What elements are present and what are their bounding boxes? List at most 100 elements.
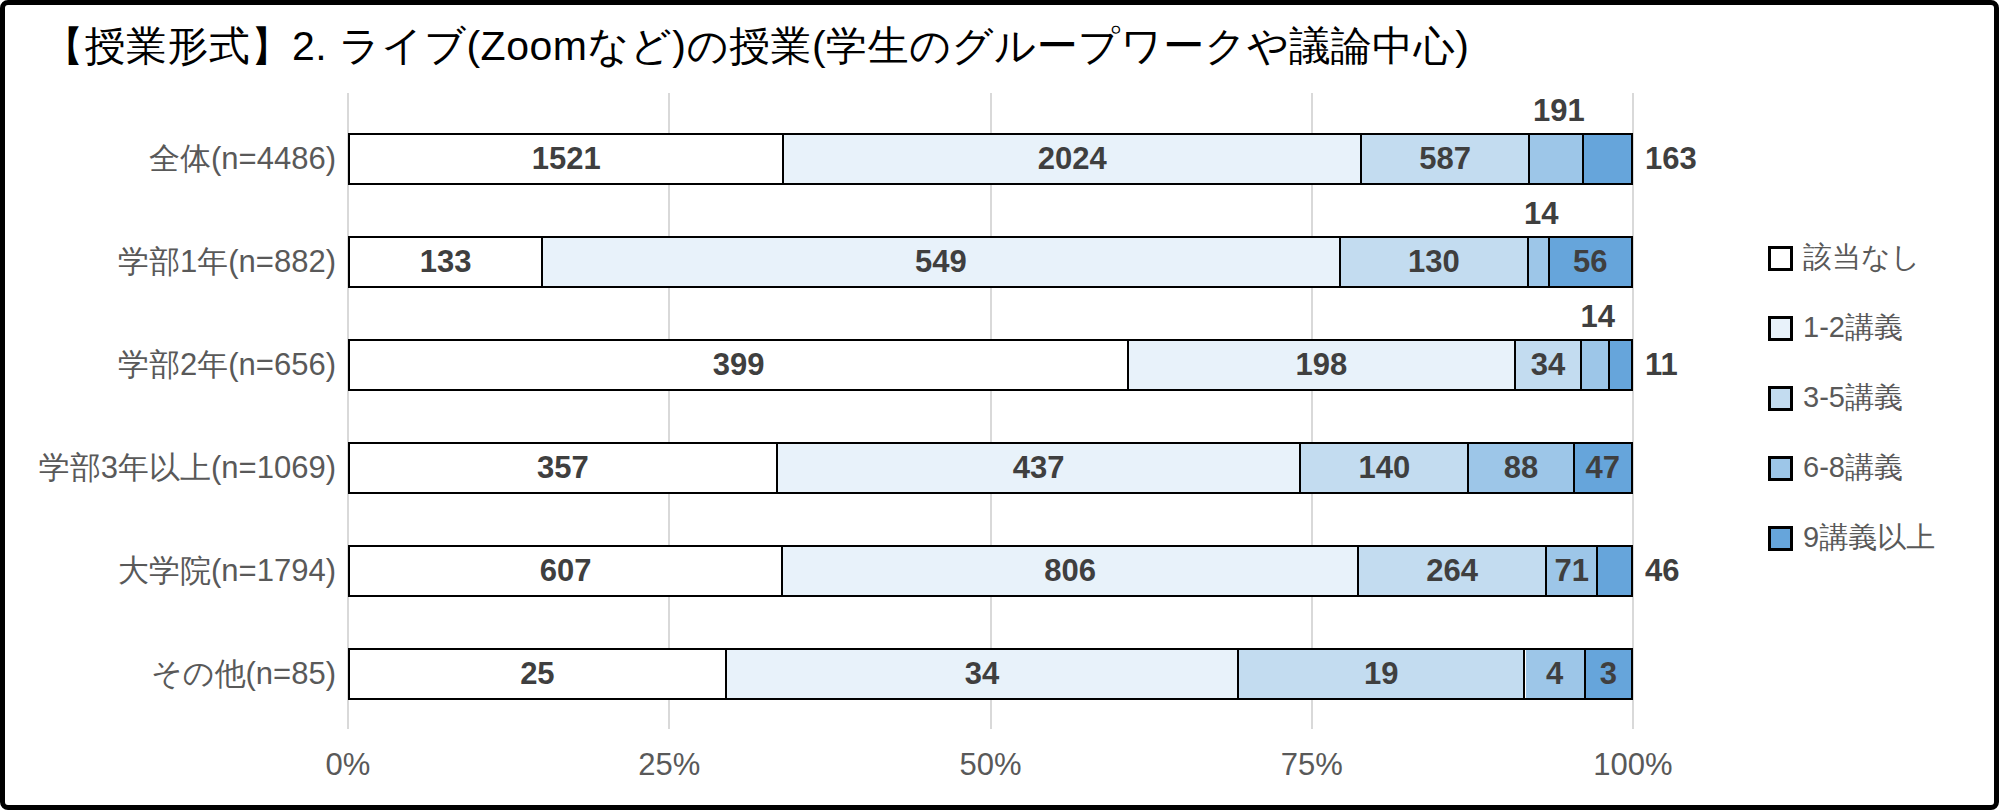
bar-row: 15212024587163 [348, 133, 1633, 185]
bar-segment: 3 [1586, 650, 1631, 698]
value-label: 71 [1555, 553, 1589, 589]
legend-item: 3-5講義 [1768, 381, 1935, 415]
legend-swatch [1768, 246, 1793, 271]
value-label: 264 [1426, 553, 1478, 589]
bar-segment: 88 [1469, 444, 1574, 492]
bar-segment: 357 [350, 444, 778, 492]
bar-segment: 806 [783, 547, 1359, 595]
value-label: 88 [1504, 450, 1538, 486]
value-label: 14 [1524, 196, 1558, 232]
value-label: 163 [1645, 135, 1697, 183]
bar-segment [1584, 135, 1631, 183]
value-label: 357 [537, 450, 589, 486]
bar-segment: 399 [350, 341, 1129, 389]
category-label: 学部1年(n=882) [5, 236, 336, 288]
bar-row: 357 437 140 88 47 [348, 442, 1633, 494]
category-label: 大学院(n=1794) [5, 545, 336, 597]
bar-segment: 133 [350, 238, 543, 286]
bar-segment: 71 [1547, 547, 1598, 595]
x-tick-label: 25% [638, 747, 700, 783]
x-tick-label: 75% [1281, 747, 1343, 783]
bar-segment [1530, 135, 1585, 183]
legend: 該当なし 1-2講義 3-5講義 6-8講義 9講義以上 [1768, 241, 1935, 591]
bar-segment: 4 [1526, 650, 1586, 698]
value-label: 34 [1531, 347, 1565, 383]
bar-segment: 2024 [784, 135, 1362, 183]
chart-title: 【授業形式】2. ライブ(Zoomなど)の授業(学生のグループワークや議論中心) [43, 19, 1470, 74]
bar-segment: 140 [1301, 444, 1469, 492]
legend-item: 該当なし [1768, 241, 1935, 275]
value-label: 130 [1408, 244, 1460, 280]
bar-row: 3991983411 [348, 339, 1633, 391]
category-label: 全体(n=4486) [5, 133, 336, 185]
chart-frame: 【授業形式】2. ライブ(Zoomなど)の授業(学生のグループワークや議論中心)… [0, 0, 1999, 810]
value-label: 587 [1419, 141, 1471, 177]
value-label: 4 [1546, 656, 1563, 692]
value-label: 19 [1364, 656, 1398, 692]
legend-label: 3-5講義 [1803, 378, 1903, 418]
value-label: 2024 [1038, 141, 1107, 177]
legend-swatch [1768, 526, 1793, 551]
value-label: 14 [1580, 299, 1614, 335]
value-label: 34 [965, 656, 999, 692]
bar-segment: 1521 [350, 135, 784, 183]
bar-row: 6078062647146 [348, 545, 1633, 597]
value-label: 399 [713, 347, 765, 383]
bar-row: 133 549 130 56 [348, 236, 1633, 288]
bar-segment: 47 [1575, 444, 1631, 492]
value-label: 11 [1645, 341, 1678, 389]
bar-segment: 130 [1341, 238, 1530, 286]
value-label: 549 [915, 244, 967, 280]
bar-segment: 198 [1129, 341, 1516, 389]
value-label: 140 [1358, 450, 1410, 486]
value-label: 47 [1586, 450, 1620, 486]
legend-label: 9講義以上 [1803, 518, 1935, 558]
value-label: 133 [420, 244, 472, 280]
value-label: 3 [1600, 656, 1617, 692]
value-label: 46 [1645, 547, 1679, 595]
value-label: 56 [1573, 244, 1607, 280]
gridline [347, 93, 349, 729]
value-label: 1521 [532, 141, 601, 177]
category-label: 学部2年(n=656) [5, 339, 336, 391]
x-axis: 0%25%50%75%100% [348, 747, 1633, 791]
bar-segment: 549 [543, 238, 1340, 286]
gridline [1632, 93, 1634, 729]
legend-item: 9講義以上 [1768, 521, 1935, 555]
value-label: 191 [1533, 93, 1585, 129]
legend-label: 該当なし [1803, 238, 1920, 278]
value-label: 25 [520, 656, 554, 692]
gridline [1311, 93, 1313, 729]
bar-segment [1582, 341, 1609, 389]
bar-segment: 437 [778, 444, 1302, 492]
bar-segment: 587 [1362, 135, 1530, 183]
bar-segment [1610, 341, 1631, 389]
value-label: 198 [1296, 347, 1348, 383]
bar-segment: 34 [727, 650, 1239, 698]
bar-segment: 25 [350, 650, 727, 698]
legend-swatch [1768, 316, 1793, 341]
bar-segment: 34 [1516, 341, 1582, 389]
value-label: 806 [1044, 553, 1096, 589]
bar-row: 25 34 19 4 3 [348, 648, 1633, 700]
category-label: 学部3年以上(n=1069) [5, 442, 336, 494]
value-label: 607 [540, 553, 592, 589]
legend-swatch [1768, 456, 1793, 481]
bar-segment: 19 [1239, 650, 1525, 698]
legend-item: 6-8講義 [1768, 451, 1935, 485]
legend-label: 1-2講義 [1803, 308, 1903, 348]
legend-swatch [1768, 386, 1793, 411]
bar-segment: 607 [350, 547, 783, 595]
legend-item: 1-2講義 [1768, 311, 1935, 345]
bar-segment: 56 [1550, 238, 1631, 286]
plot-area: 1521202458716319113354913056143991983411… [348, 93, 1633, 715]
x-tick-label: 50% [959, 747, 1021, 783]
bar-segment [1598, 547, 1631, 595]
value-label: 437 [1013, 450, 1065, 486]
gridline [668, 93, 670, 729]
bar-segment: 264 [1359, 547, 1548, 595]
bar-segment [1529, 238, 1549, 286]
x-tick-label: 100% [1593, 747, 1672, 783]
x-tick-label: 0% [326, 747, 371, 783]
legend-label: 6-8講義 [1803, 448, 1903, 488]
